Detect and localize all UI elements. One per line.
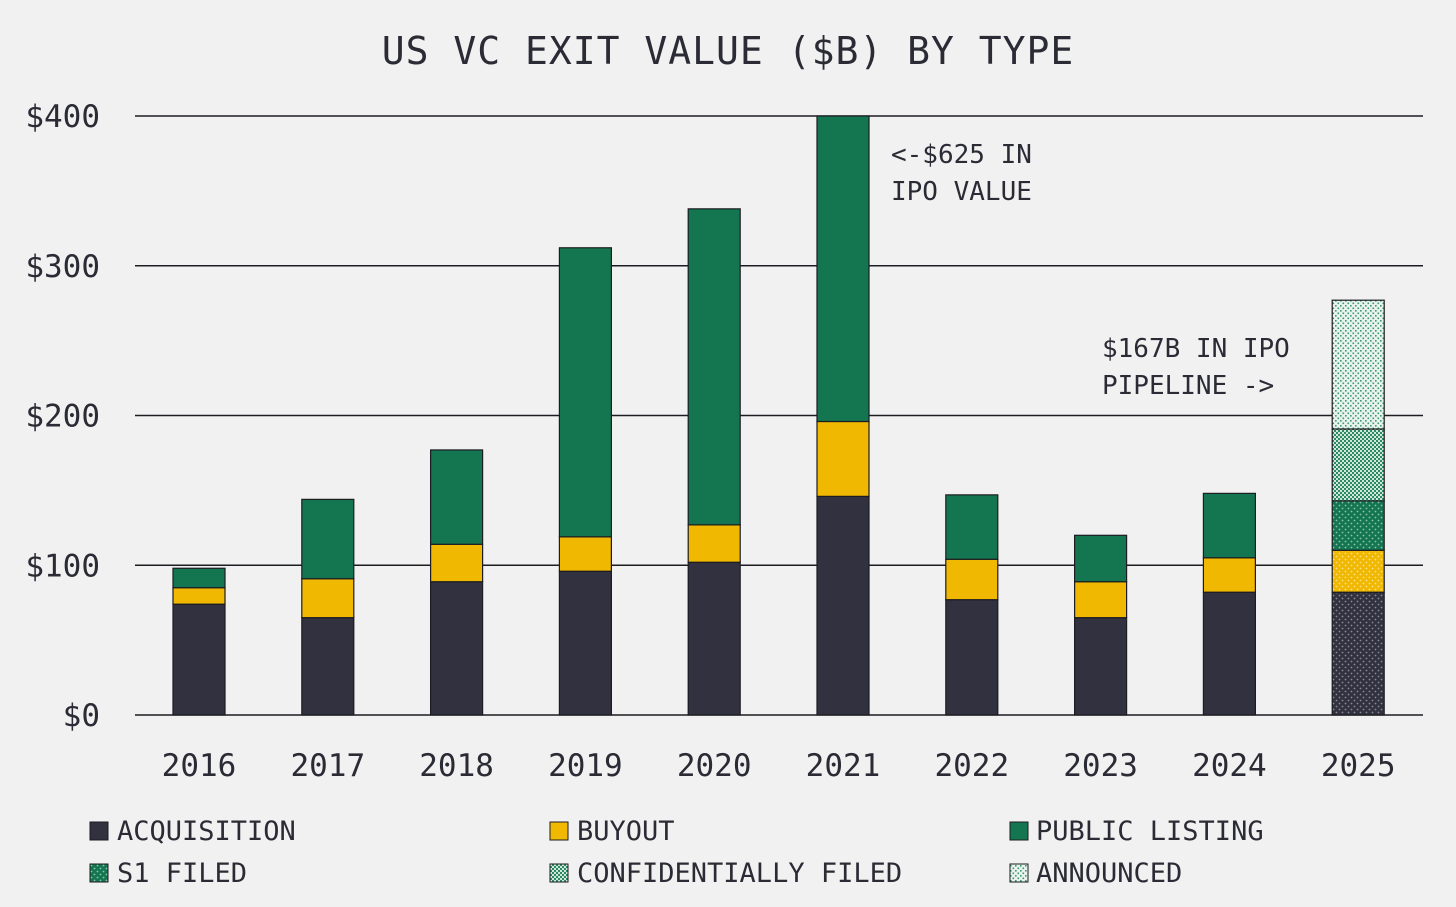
bar-2016-buyout xyxy=(172,587,226,605)
legend-swatch-s1-filed xyxy=(89,863,109,883)
y-tick-label: $100 xyxy=(25,548,100,584)
bar-2025-buyout xyxy=(1331,549,1385,593)
legend-item-confidentially-filed: CONFIDENTIALLY FILED xyxy=(549,858,902,889)
legend-label-announced: ANNOUNCED xyxy=(1036,858,1182,889)
bar-stack-2024 xyxy=(1202,492,1257,716)
bar-2020-public-listing xyxy=(687,208,741,526)
legend-label-confidentially-filed: CONFIDENTIALLY FILED xyxy=(577,858,902,889)
bar-stack-2020 xyxy=(687,208,741,716)
bar-2025-s1-filed xyxy=(1331,500,1385,551)
bar-2016-public-listing xyxy=(172,567,226,589)
legend: ACQUISITION BUYOUT PUBLIC LISTING S1 FIL… xyxy=(89,816,1264,889)
x-tick-label-2021: 2021 xyxy=(806,748,881,784)
x-tick-label-2019: 2019 xyxy=(548,748,623,784)
bar-2018-acquisition xyxy=(430,581,484,716)
bar-2022-public-listing xyxy=(945,494,999,560)
bar-2017-public-listing xyxy=(301,498,355,580)
x-tick-label-2020: 2020 xyxy=(677,748,752,784)
legend-item-announced: ANNOUNCED xyxy=(1009,858,1182,889)
annotation-ipo-pipeline-line-2: PIPELINE -> xyxy=(1102,371,1274,401)
legend-label-public-listing: PUBLIC LISTING xyxy=(1036,816,1264,847)
bar-2019-buyout xyxy=(558,536,613,572)
legend-swatch-buyout xyxy=(549,821,569,841)
bar-stack-2017 xyxy=(301,498,355,716)
x-tick-label-2016: 2016 xyxy=(162,748,237,784)
bar-2022-acquisition xyxy=(945,599,999,716)
bar-stack-2023 xyxy=(1073,534,1128,716)
legend-label-buyout: BUYOUT xyxy=(577,816,675,847)
annotation-ipo-value: <-$625 IN IPO VALUE xyxy=(891,140,1032,207)
x-tick-label-2023: 2023 xyxy=(1063,748,1138,784)
bar-stack-2019 xyxy=(558,247,613,716)
annotation-ipo-pipeline: $167B IN IPO PIPELINE -> xyxy=(1102,334,1290,401)
bar-2023-public-listing xyxy=(1073,534,1128,583)
bar-2018-buyout xyxy=(430,543,484,583)
bar-2023-buyout xyxy=(1073,581,1128,619)
legend-label-s1-filed: S1 FILED xyxy=(117,858,247,889)
bar-stack-2021 xyxy=(816,115,870,716)
legend-label-acquisition: ACQUISITION xyxy=(117,816,296,847)
x-tick-label-2018: 2018 xyxy=(419,748,494,784)
bar-stack-2016 xyxy=(172,567,226,716)
bar-stack-2025 xyxy=(1331,299,1385,716)
bar-2024-buyout xyxy=(1202,557,1257,593)
bar-2017-buyout xyxy=(301,578,355,619)
bars xyxy=(172,115,1385,716)
legend-item-acquisition: ACQUISITION xyxy=(89,816,296,847)
y-tick-label: $0 xyxy=(63,698,100,734)
bar-2020-acquisition xyxy=(687,561,741,716)
bar-2017-acquisition xyxy=(301,617,355,716)
legend-item-s1-filed: S1 FILED xyxy=(89,858,247,889)
annotation-ipo-value-line-2: IPO VALUE xyxy=(891,177,1032,207)
legend-swatch-public-listing xyxy=(1009,821,1029,841)
bar-2019-public-listing xyxy=(558,247,613,538)
bar-stack-2022 xyxy=(945,494,999,716)
bar-2022-buyout xyxy=(945,558,999,601)
bar-2016-acquisition xyxy=(172,603,226,716)
bar-2021-acquisition xyxy=(816,495,870,716)
x-tick-label-2022: 2022 xyxy=(934,748,1009,784)
bar-2019-acquisition xyxy=(558,570,613,716)
x-axis-ticks: 2016 2017 2018 2019 2020 2021 2022 2023 2024 2025 xyxy=(162,748,1396,784)
bar-2023-acquisition xyxy=(1073,617,1128,716)
bar-2025-announced xyxy=(1331,299,1385,430)
annotation-ipo-value-line-1: <-$625 IN xyxy=(891,140,1032,170)
x-tick-label-2024: 2024 xyxy=(1192,748,1267,784)
y-tick-label: $400 xyxy=(25,99,100,135)
bar-2021-buyout xyxy=(816,420,870,497)
legend-swatch-confidentially-filed xyxy=(549,863,569,883)
bar-2025-confidentially-filed xyxy=(1331,428,1385,502)
bar-stack-2018 xyxy=(430,449,484,716)
bar-2024-acquisition xyxy=(1202,591,1257,716)
annotation-ipo-pipeline-line-1: $167B IN IPO xyxy=(1102,334,1290,364)
bar-2018-public-listing xyxy=(430,449,484,545)
bar-2021-public-listing xyxy=(816,115,870,423)
y-tick-label: $200 xyxy=(25,399,100,435)
legend-item-public-listing: PUBLIC LISTING xyxy=(1009,816,1264,847)
legend-swatch-announced xyxy=(1009,863,1029,883)
y-tick-label: $300 xyxy=(25,249,100,285)
bar-2020-buyout xyxy=(687,524,741,563)
legend-item-buyout: BUYOUT xyxy=(549,816,675,847)
x-tick-label-2025: 2025 xyxy=(1321,748,1396,784)
x-tick-label-2017: 2017 xyxy=(290,748,365,784)
chart-title: US VC EXIT VALUE ($B) BY TYPE xyxy=(382,29,1074,73)
legend-swatch-acquisition xyxy=(89,821,109,841)
y-axis-ticks: $0 $100 $200 $300 $400 xyxy=(25,99,100,734)
bar-2024-public-listing xyxy=(1202,492,1257,559)
bar-2025-acquisition xyxy=(1331,591,1385,716)
